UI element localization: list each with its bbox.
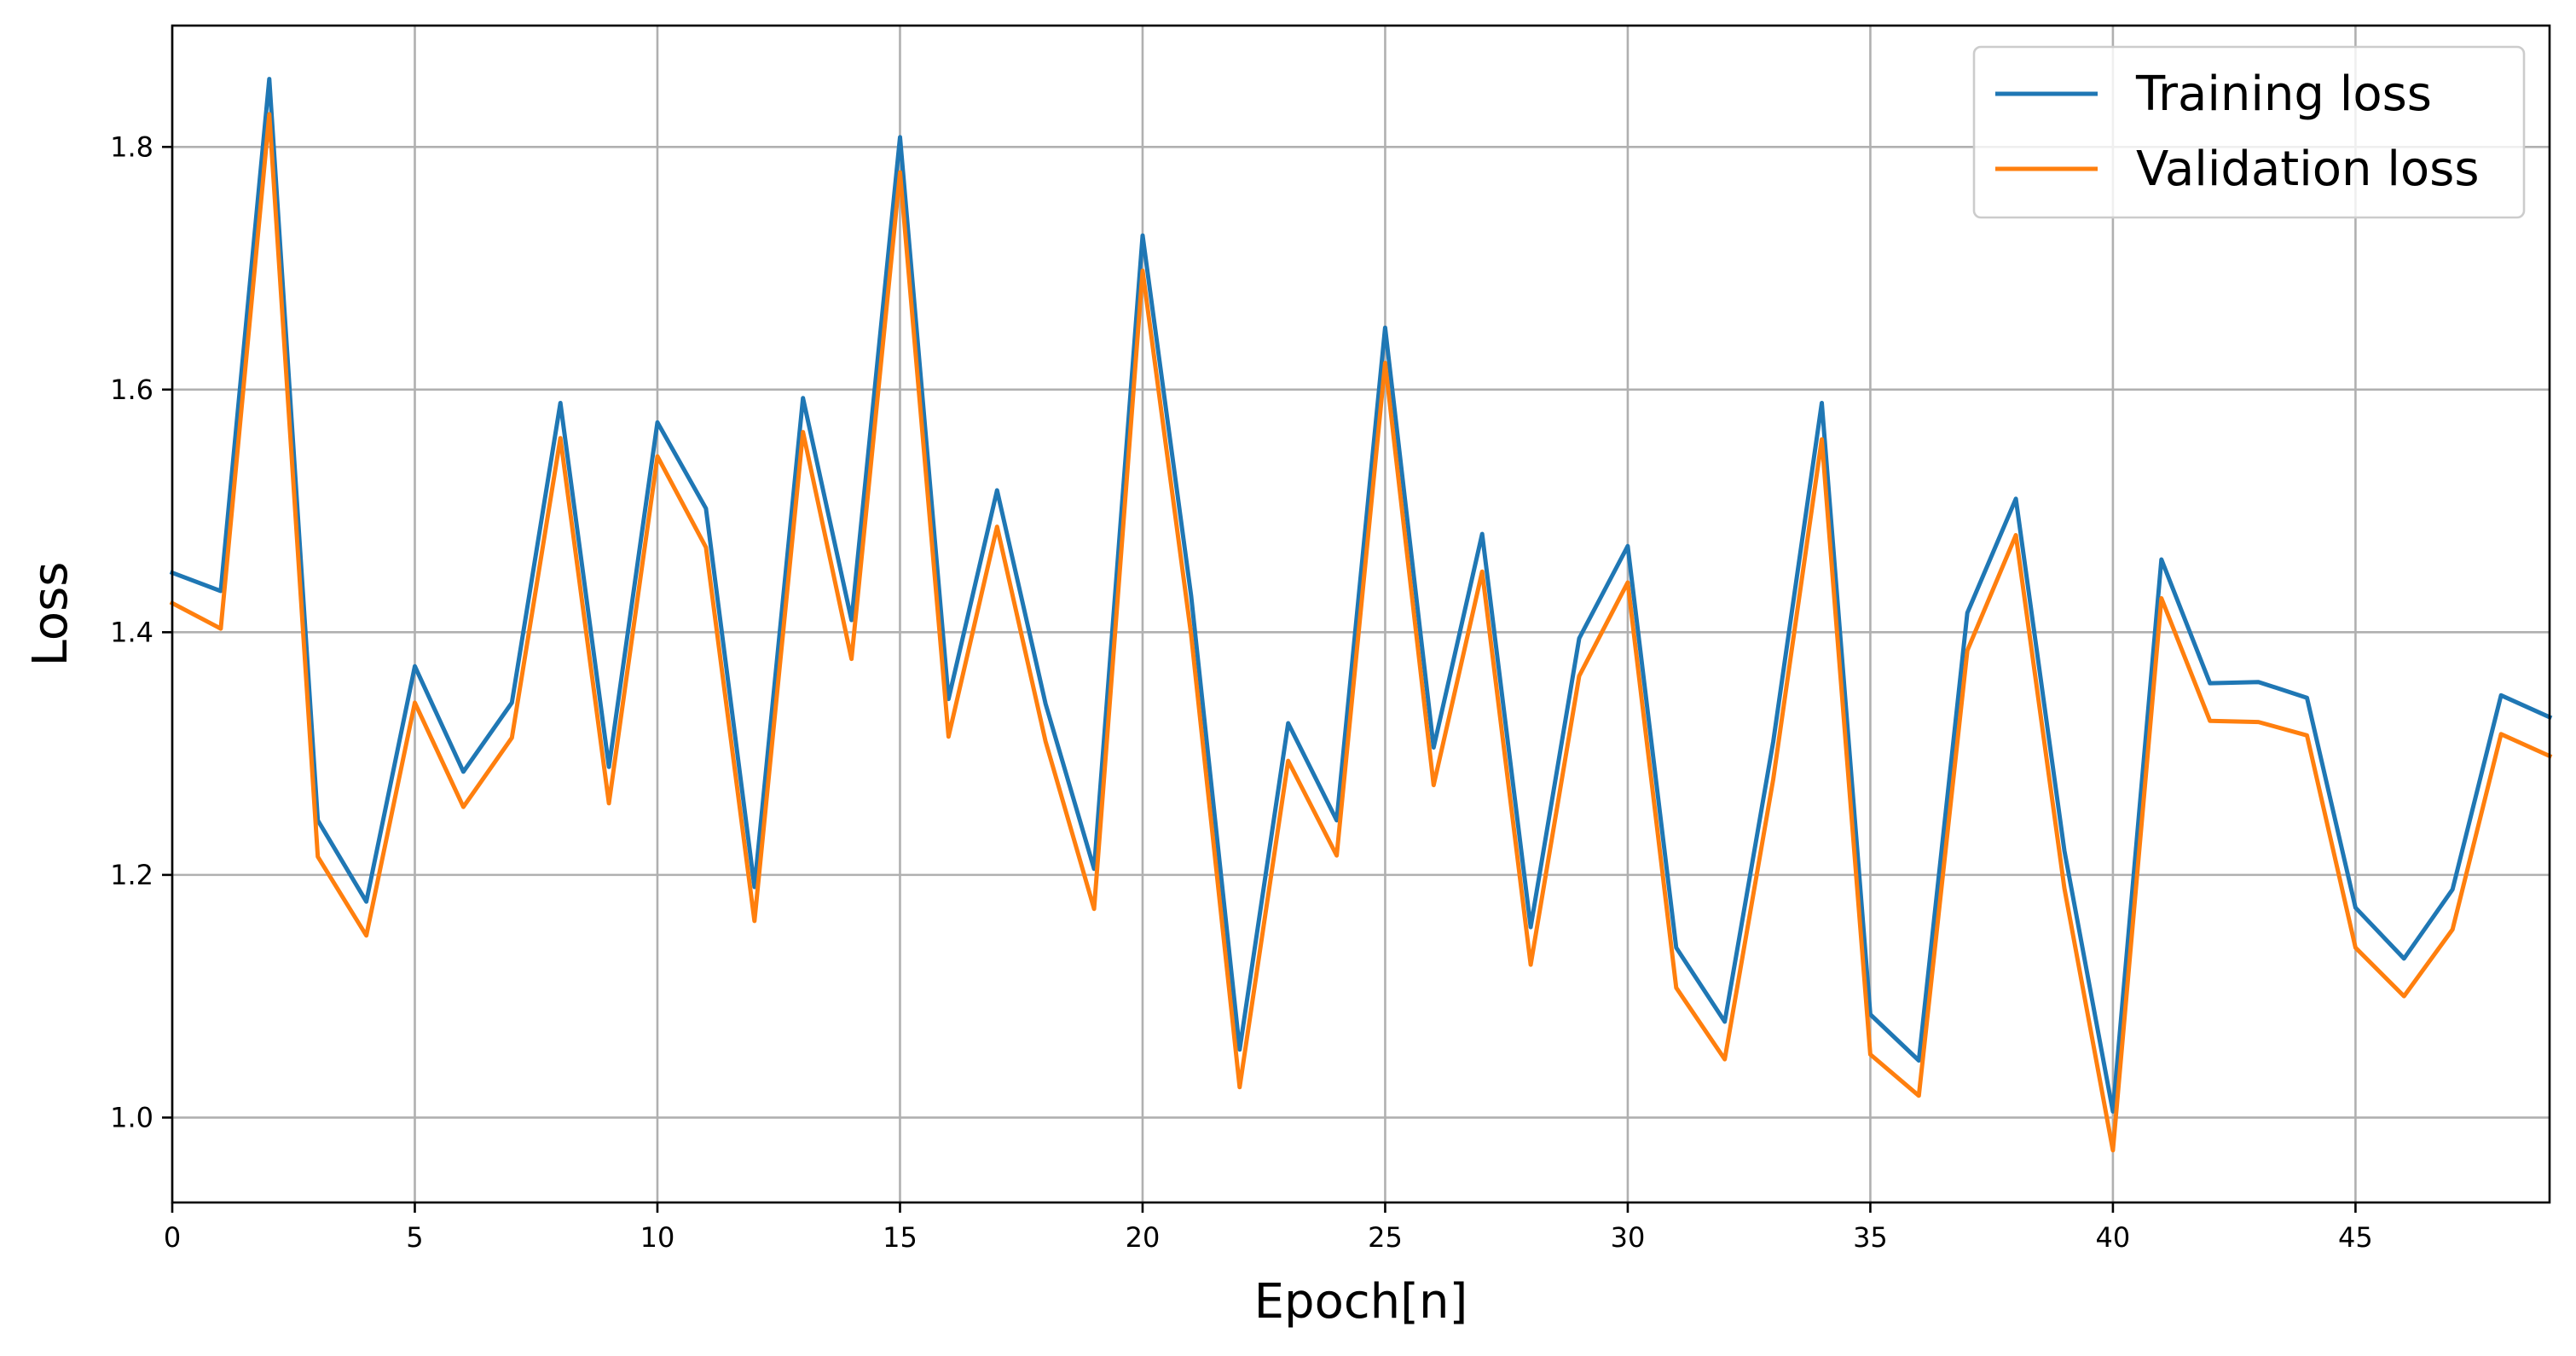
x-tick-label: 20 <box>1126 1221 1161 1254</box>
legend: Training loss Validation loss <box>1972 45 2526 219</box>
x-tick-label: 15 <box>883 1221 918 1254</box>
plot-frame <box>171 24 2551 1204</box>
y-tick-label: 1.2 <box>110 859 153 891</box>
y-axis-title: Loss <box>23 562 78 667</box>
legend-label-training: Training loss <box>2135 67 2432 122</box>
x-tick-label: 25 <box>1368 1221 1403 1254</box>
series-line-validation <box>169 112 2553 1153</box>
y-tick-label: 1.4 <box>110 616 153 648</box>
legend-box <box>1972 45 2526 219</box>
series-lines <box>169 77 2553 1153</box>
axis-ticks: 0 5 10 15 20 25 30 35 40 45 1.0 1.2 1.4 1.6 1.8 <box>110 130 2373 1254</box>
y-tick-label: 1.0 <box>110 1101 153 1133</box>
x-tick-label: 0 <box>164 1221 181 1254</box>
x-tick-label: 10 <box>640 1221 675 1254</box>
series-line-training <box>169 77 2553 1114</box>
x-tick-label: 30 <box>1611 1221 1646 1254</box>
x-tick-label: 40 <box>2096 1221 2131 1254</box>
legend-label-validation: Validation loss <box>2136 142 2480 197</box>
x-tick-label: 35 <box>1853 1221 1888 1254</box>
y-tick-label: 1.8 <box>110 130 153 163</box>
y-tick-label: 1.6 <box>110 374 153 406</box>
gridlines <box>171 26 2550 1202</box>
x-axis-title: Epoch[n] <box>1254 1274 1468 1330</box>
x-tick-label: 45 <box>2338 1221 2373 1254</box>
x-tick-label: 5 <box>406 1221 423 1254</box>
